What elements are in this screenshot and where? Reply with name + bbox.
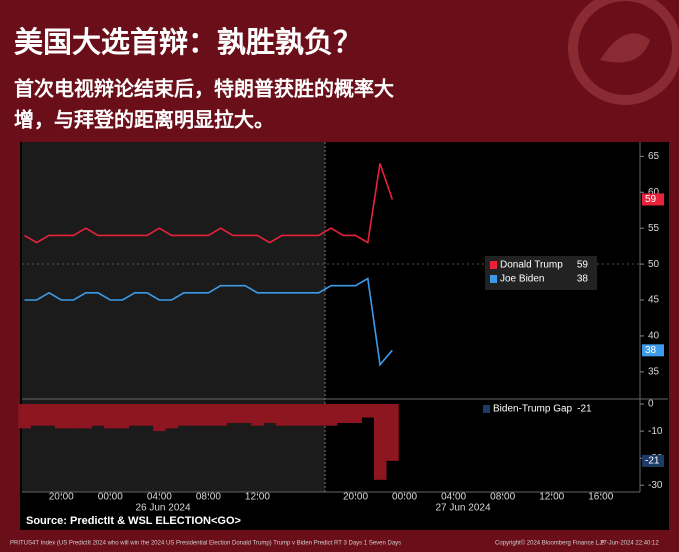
y-tick-label: 50 <box>648 259 660 270</box>
legend-label: Biden-Trump Gap <box>493 404 573 415</box>
shaded-region <box>22 142 325 492</box>
gap-bar <box>386 404 399 461</box>
legend-swatch <box>490 261 497 269</box>
gap-bar <box>165 404 179 429</box>
y-tick-label: 60 <box>648 187 660 198</box>
subtitle: 首次电视辩论结束后，特朗普获胜的概率大 <box>14 77 394 101</box>
footer-timestamp: 27-Jun-2024 22:40:12 <box>600 541 659 547</box>
x-tick-label: 00:00 <box>98 492 123 503</box>
source: Source: PredictIt & WSL ELECTION<GO> <box>26 515 241 527</box>
gap-bar <box>361 404 375 418</box>
x-tick-label: 16:00 <box>588 492 613 503</box>
gap-bar <box>263 404 277 423</box>
y-tick-label: 45 <box>648 295 660 306</box>
gap-bar <box>324 404 338 426</box>
footer-index: PRITUS4T Index (US PredictIt 2024 who wi… <box>10 541 401 547</box>
legend-label: Donald Trump <box>500 260 563 271</box>
gap-bar <box>116 404 129 429</box>
gap-bar <box>79 404 93 429</box>
x-tick-label: 00:00 <box>392 492 417 503</box>
y-tick-label: 0 <box>648 399 654 410</box>
legend-swatch <box>490 275 497 283</box>
logo-ring <box>568 0 679 105</box>
legend-value: 38 <box>577 274 589 285</box>
gap-bar <box>312 404 326 426</box>
x-tick-label: 08:00 <box>490 492 515 503</box>
y-tick-label: -10 <box>648 426 663 437</box>
y-tick-label: 65 <box>648 151 660 162</box>
value-tag-label: 38 <box>645 345 657 356</box>
legend-swatch <box>483 405 490 413</box>
x-tick-label: 20:00 <box>49 492 74 503</box>
gap-bar <box>251 404 264 426</box>
gap-bar <box>288 404 301 426</box>
gap-bar <box>226 404 240 423</box>
gap-bar <box>239 404 252 423</box>
x-tick-label: 04:00 <box>441 492 466 503</box>
gap-bar <box>67 404 80 429</box>
value-tag-label: -21 <box>645 456 660 467</box>
gap-bar <box>214 404 228 426</box>
y-tick-label: 55 <box>648 223 660 234</box>
series-line <box>24 277 393 367</box>
value-tag <box>642 454 664 467</box>
x-date-label: 26 Jun 2024 <box>135 503 190 514</box>
gap-bar <box>275 404 289 426</box>
gap-bar <box>177 404 191 426</box>
gap-bar <box>42 404 56 426</box>
value-tag-label: 59 <box>645 194 657 205</box>
gap-bar <box>202 404 215 426</box>
logo-leaf <box>600 33 650 63</box>
value-tag <box>642 344 664 357</box>
x-date-label: 27 Jun 2024 <box>435 503 490 514</box>
y-tick-label: 35 <box>648 366 660 377</box>
footer-copyright: Copyright© 2024 Bloomberg Finance L.P. <box>495 540 606 547</box>
x-tick-label: 08:00 <box>196 492 221 503</box>
gap-bar <box>373 404 387 480</box>
gap-bar <box>349 404 362 423</box>
legend <box>485 256 597 290</box>
legend-value: -21 <box>577 404 592 415</box>
title: 美国大选首辩：孰胜孰负？ <box>14 25 362 59</box>
gap-bar <box>18 404 31 429</box>
x-tick-label: 20:00 <box>343 492 368 503</box>
subtitle: 增，与拜登的距离明显拉大。 <box>14 108 274 132</box>
value-tag <box>642 193 664 206</box>
x-tick-label: 12:00 <box>245 492 270 503</box>
y-tick-label: 40 <box>648 331 660 342</box>
gap-bar <box>91 404 105 426</box>
gap-bar <box>153 404 166 432</box>
gap-bar <box>140 404 154 426</box>
series-line <box>24 163 394 244</box>
x-tick-label: 04:00 <box>147 492 172 503</box>
legend-gap <box>478 402 608 416</box>
gap-bar <box>30 404 44 426</box>
y-tick-label: -30 <box>648 480 663 491</box>
gap-bar <box>104 404 117 429</box>
legend-value: 59 <box>577 260 589 271</box>
gap-bar <box>128 404 142 426</box>
legend-label: Joe Biden <box>500 274 544 285</box>
gap-bar <box>337 404 350 423</box>
x-tick-label: 12:00 <box>539 492 564 503</box>
gap-bar <box>55 404 68 429</box>
gap-bar <box>300 404 313 426</box>
gap-bar <box>189 404 203 426</box>
